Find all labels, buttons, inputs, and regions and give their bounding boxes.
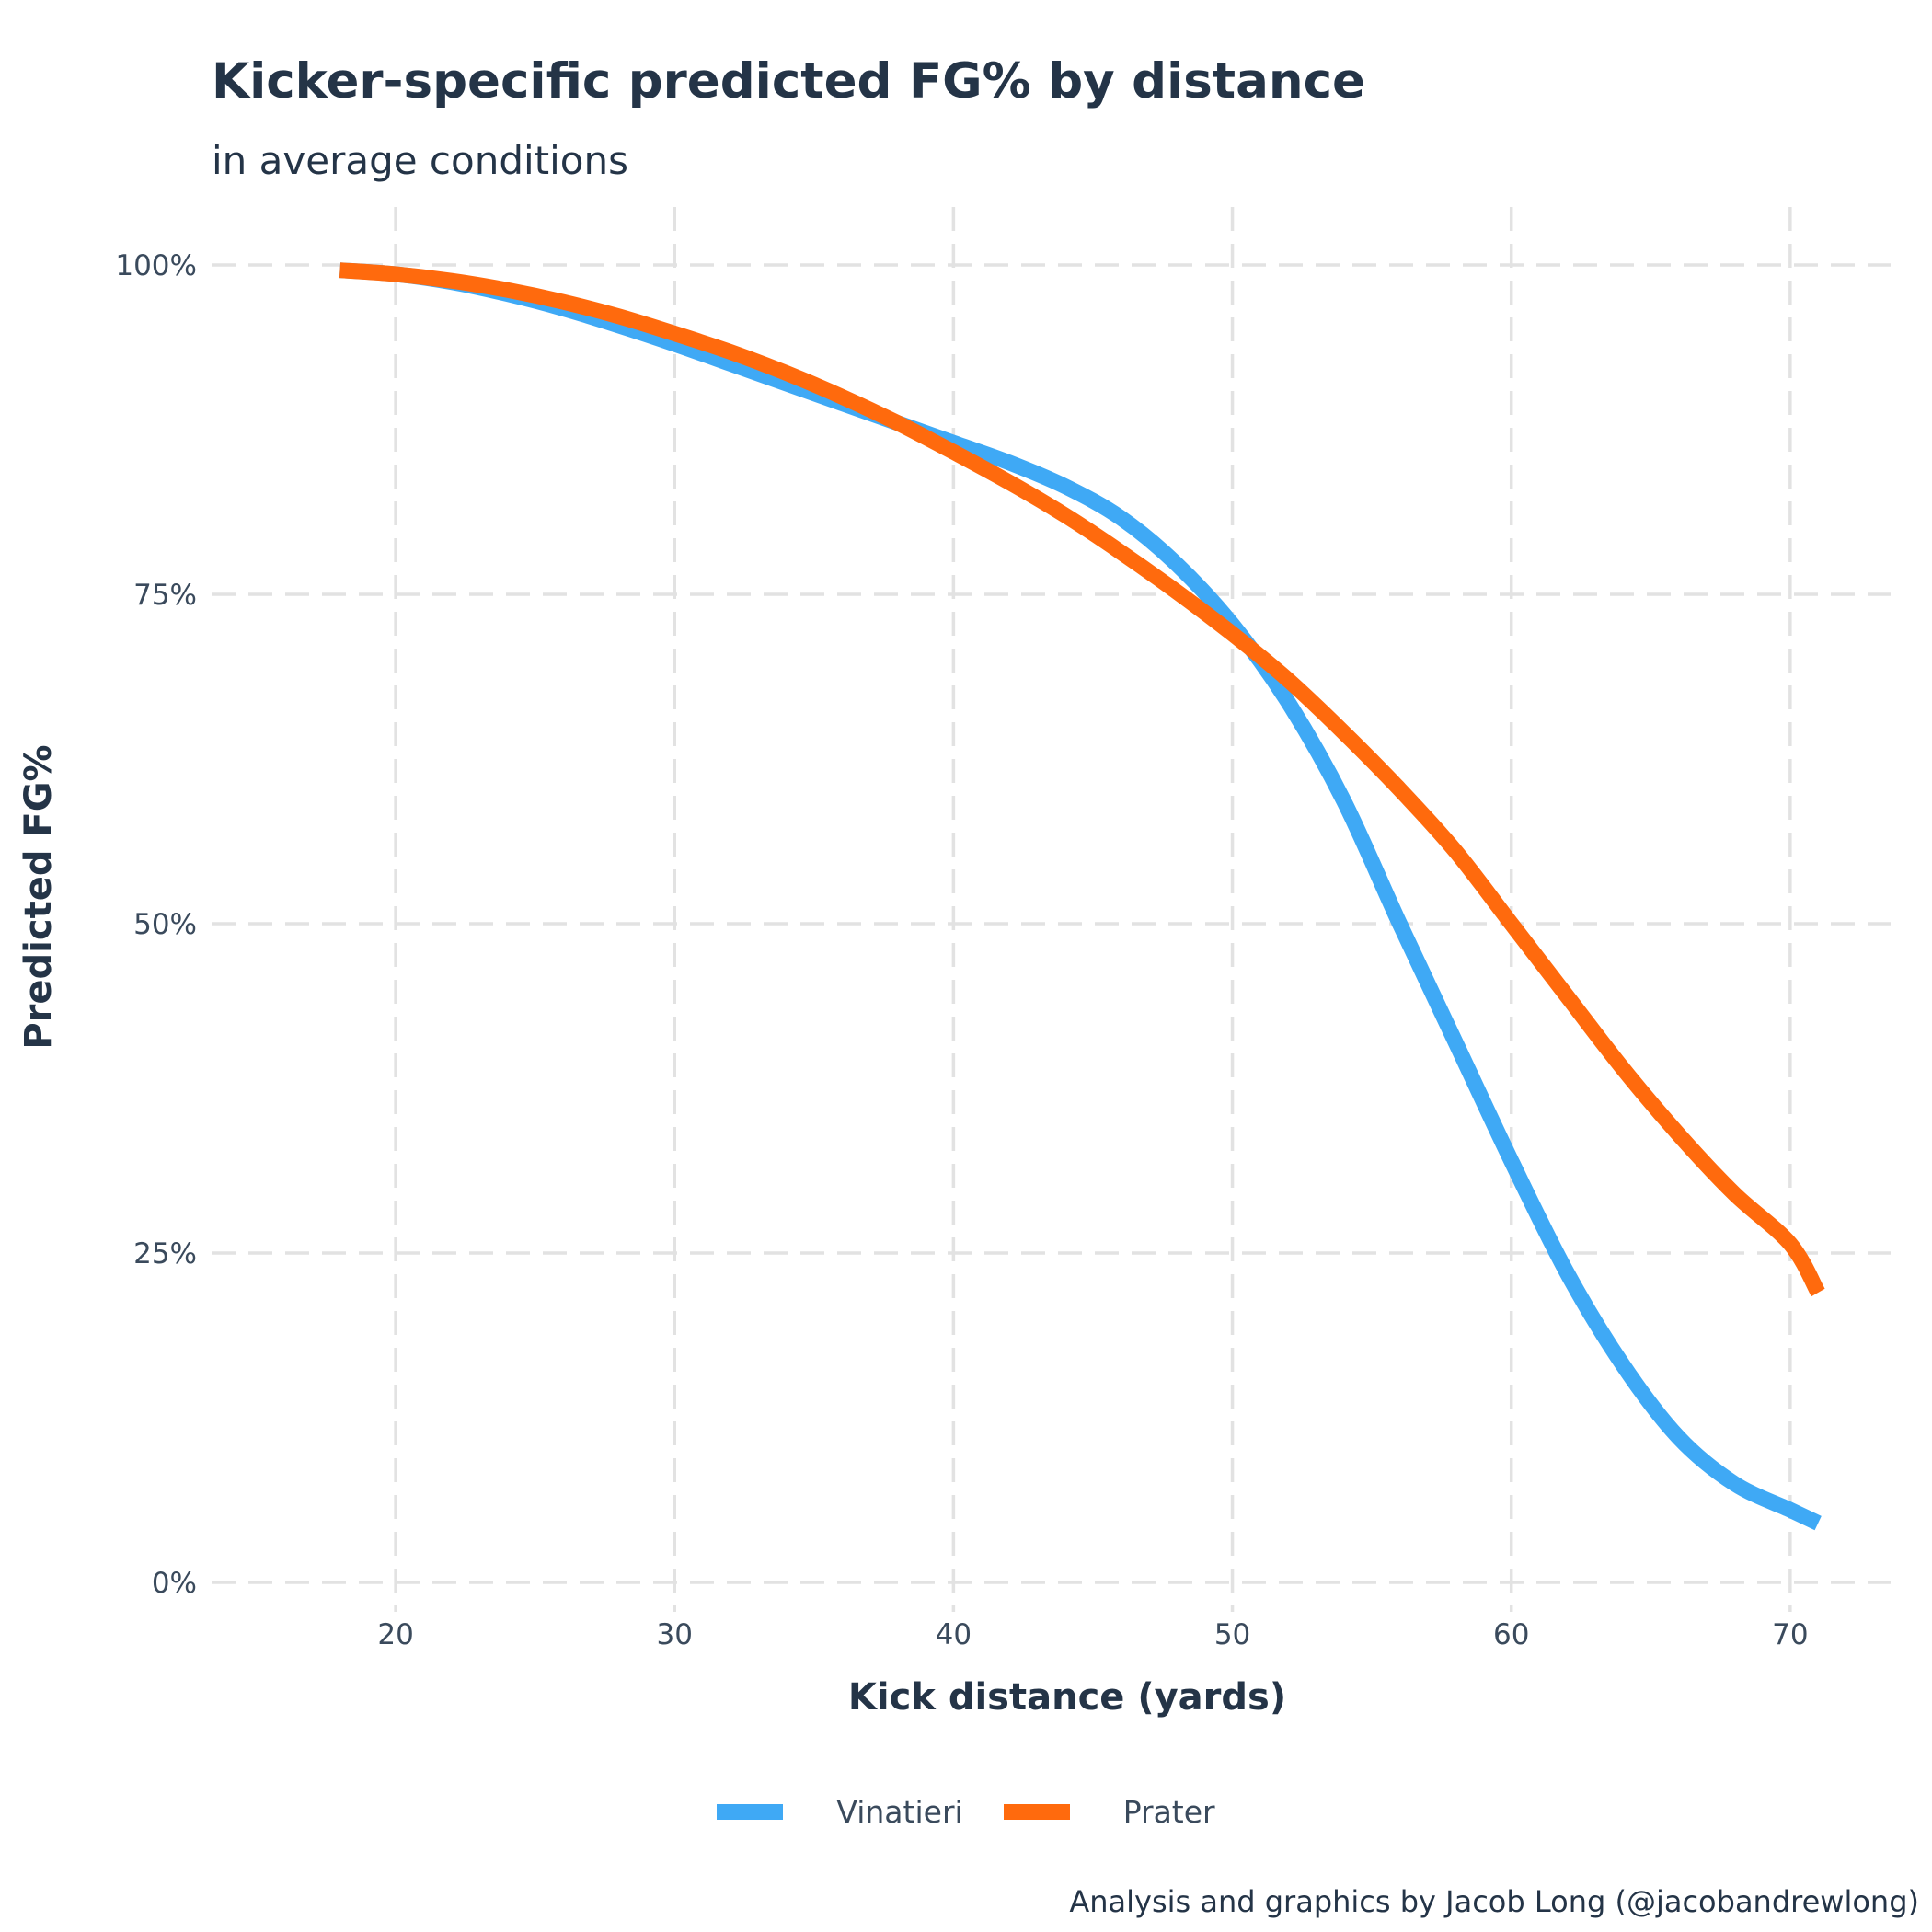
series-line-prater bbox=[339, 262, 1825, 1297]
legend-item-prater: Prater bbox=[1003, 1794, 1215, 1830]
x-axis-title: Kick distance (yards) bbox=[848, 1676, 1286, 1719]
chart-subtitle: in average conditions bbox=[212, 138, 628, 183]
x-tick-label: 60 bbox=[1493, 1618, 1529, 1651]
caption: Analysis and graphics by Jacob Long (@ja… bbox=[1069, 1884, 1919, 1919]
x-tick-label: 40 bbox=[936, 1618, 972, 1651]
grid-layer bbox=[212, 207, 1891, 1612]
plot-area: 20 30 40 50 60 70 0% 25% 50% 75% 100% Kick distanc… bbox=[17, 207, 1891, 1719]
x-tick-label: 50 bbox=[1214, 1618, 1250, 1651]
y-tick-label: 100% bbox=[115, 249, 197, 282]
legend-item-vinatieri: Vinatieri bbox=[717, 1794, 963, 1830]
legend-label-vinatieri: Vinatieri bbox=[836, 1794, 963, 1830]
x-tick-label: 20 bbox=[377, 1618, 413, 1651]
legend-key-prater bbox=[1003, 1804, 1070, 1820]
tick-layer: 20 30 40 50 60 70 0% 25% 50% 75% 100% bbox=[115, 249, 1808, 1651]
series-layer bbox=[339, 262, 1825, 1531]
y-tick-label: 25% bbox=[133, 1237, 197, 1271]
y-axis-title: Predicted FG% bbox=[17, 744, 60, 1049]
legend-key-vinatieri bbox=[717, 1804, 784, 1820]
y-tick-label: 75% bbox=[133, 579, 197, 612]
legend: Vinatieri Prater bbox=[0, 1794, 1932, 1830]
x-tick-label: 30 bbox=[657, 1618, 693, 1651]
series-line-vinatieri bbox=[339, 262, 1822, 1531]
y-tick-label: 50% bbox=[133, 908, 197, 941]
x-tick-label: 70 bbox=[1772, 1618, 1808, 1651]
legend-label-prater: Prater bbox=[1122, 1794, 1215, 1830]
chart-title: Kicker-specific predicted FG% by distanc… bbox=[212, 53, 1365, 109]
y-tick-label: 0% bbox=[152, 1567, 197, 1600]
